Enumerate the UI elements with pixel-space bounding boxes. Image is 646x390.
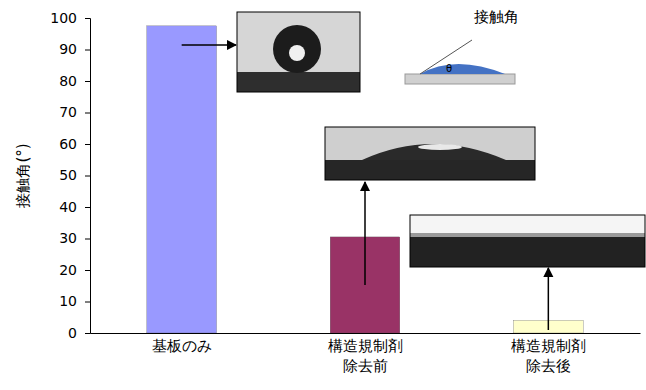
y-tick-label: 50 bbox=[59, 167, 77, 183]
x-tick-label-line: 構造規制剤 bbox=[511, 337, 586, 355]
y-tick-label: 70 bbox=[59, 104, 77, 120]
photo-background bbox=[325, 127, 535, 160]
y-axis: 0 10 20 30 40 50 60 70 80 90 100 bbox=[50, 10, 90, 341]
droplet-highlight bbox=[418, 144, 462, 150]
photo-substrate bbox=[325, 160, 535, 180]
photo-insets bbox=[237, 12, 645, 267]
x-tick-label-line: 除去前 bbox=[343, 357, 388, 375]
photo-frame bbox=[237, 12, 360, 92]
chart: 0102030405060708090100基板のみ構造規制剤除去前構造規制剤除… bbox=[0, 0, 646, 390]
photo-frame bbox=[325, 127, 535, 180]
y-tick-mark bbox=[85, 113, 90, 114]
y-tick-mark bbox=[85, 333, 90, 334]
y-tick: 70 bbox=[59, 104, 90, 120]
y-tick-label: 30 bbox=[59, 230, 77, 246]
schematic-tangent bbox=[420, 40, 472, 74]
photo-background bbox=[410, 215, 645, 235]
y-axis-line bbox=[85, 19, 91, 334]
droplet-film bbox=[410, 233, 645, 237]
schematic-substrate bbox=[405, 74, 515, 84]
photo-inset bbox=[237, 12, 360, 92]
y-tick: 100 bbox=[50, 10, 90, 26]
y-axis-title: 接触角(°) bbox=[14, 143, 32, 207]
arrows bbox=[182, 45, 549, 330]
photo-inset bbox=[410, 215, 645, 267]
y-tick-label: 80 bbox=[59, 73, 77, 89]
photo-background bbox=[237, 12, 360, 72]
bars bbox=[147, 26, 583, 333]
x-tick-label: 構造規制剤除去前 bbox=[328, 337, 403, 375]
y-tick-label: 60 bbox=[59, 136, 77, 152]
y-tick: 50 bbox=[59, 167, 90, 183]
x-axis-line bbox=[91, 333, 641, 334]
y-tick: 90 bbox=[59, 41, 90, 57]
photo-substrate bbox=[237, 72, 360, 92]
droplet bbox=[273, 25, 321, 73]
x-tick-label: 構造規制剤除去後 bbox=[511, 337, 586, 375]
x-tick-label-line: 構造規制剤 bbox=[328, 337, 403, 355]
y-tick-mark bbox=[85, 144, 90, 145]
y-tick-label: 90 bbox=[59, 41, 77, 57]
x-tick: 基板のみ bbox=[152, 337, 212, 355]
x-tick-label-line: 除去後 bbox=[526, 357, 571, 375]
arrow bbox=[182, 44, 236, 46]
y-tick-label: 10 bbox=[59, 293, 77, 309]
y-tick-mark bbox=[85, 50, 90, 51]
annotation: 接触角 bbox=[474, 8, 519, 26]
arrow bbox=[364, 182, 366, 285]
y-tick: 20 bbox=[59, 262, 90, 278]
annotation: θ bbox=[446, 63, 452, 74]
y-tick-mark bbox=[85, 176, 90, 177]
y-tick: 0 bbox=[68, 325, 90, 341]
y-tick: 10 bbox=[59, 293, 90, 309]
arrow bbox=[548, 268, 550, 330]
y-tick-mark bbox=[85, 207, 90, 208]
contact-angle-schematic: θ 接触角 bbox=[405, 8, 519, 84]
y-tick-mark bbox=[85, 18, 90, 19]
photo-frame bbox=[410, 215, 645, 267]
y-tick: 40 bbox=[59, 199, 90, 215]
droplet bbox=[362, 144, 506, 160]
x-tick-label-line: 基板のみ bbox=[152, 337, 212, 355]
y-tick-label: 0 bbox=[68, 325, 77, 341]
y-tick-label: 100 bbox=[50, 10, 77, 26]
y-tick-mark bbox=[85, 302, 90, 303]
y-tick-mark bbox=[85, 81, 90, 82]
x-tick: 構造規制剤除去後 bbox=[511, 337, 586, 375]
photo-substrate bbox=[410, 237, 645, 267]
y-tick: 80 bbox=[59, 73, 90, 89]
y-tick: 30 bbox=[59, 230, 90, 246]
y-tick-label: 20 bbox=[59, 262, 77, 278]
photo-inset bbox=[325, 127, 535, 180]
y-tick-mark bbox=[85, 239, 90, 240]
y-tick-label: 40 bbox=[59, 199, 77, 215]
x-axis: 基板のみ構造規制剤除去前構造規制剤除去後 bbox=[91, 334, 641, 376]
x-tick-label: 基板のみ bbox=[152, 337, 212, 355]
droplet-highlight bbox=[289, 45, 305, 61]
y-tick: 60 bbox=[59, 136, 90, 152]
y-tick-mark bbox=[85, 270, 90, 271]
x-tick: 構造規制剤除去前 bbox=[328, 337, 403, 375]
bar bbox=[147, 26, 217, 333]
